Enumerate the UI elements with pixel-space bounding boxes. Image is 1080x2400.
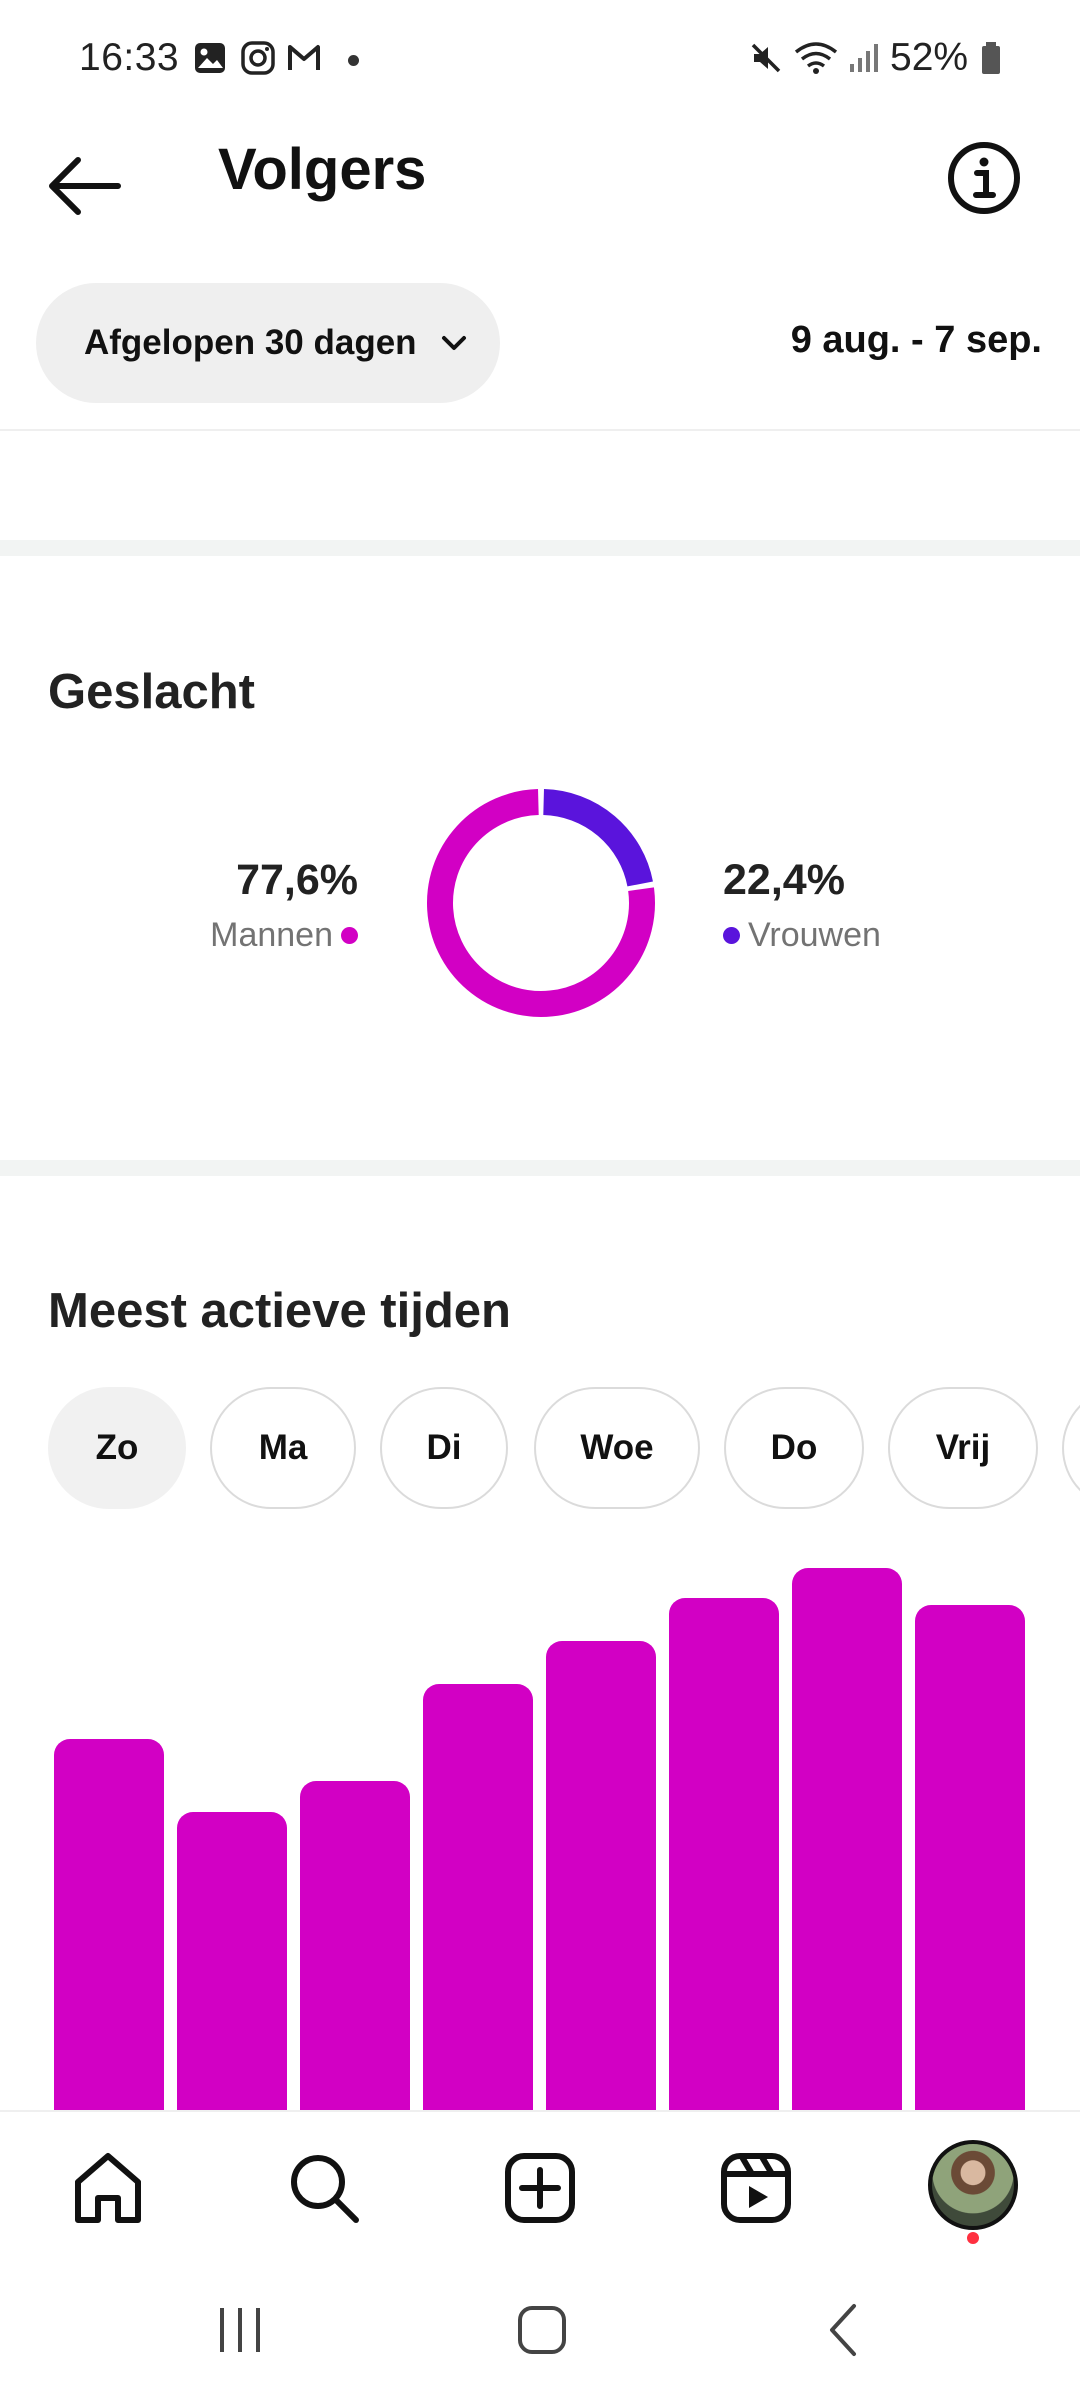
system-nav-bar: [0, 2260, 1080, 2400]
back-system-icon[interactable]: [814, 2300, 874, 2360]
men-label: Mannen: [210, 916, 333, 954]
women-legend: Vrouwen: [723, 916, 881, 955]
profile-notification-dot: [967, 2232, 979, 2244]
profile-avatar[interactable]: [928, 2140, 1018, 2230]
divider: [0, 429, 1080, 431]
day-chip-next[interactable]: [1062, 1387, 1080, 1509]
donut-slice-women: [542, 789, 653, 887]
day-chip-vrij[interactable]: Vrij: [888, 1387, 1038, 1509]
section-divider: [0, 1160, 1080, 1176]
day-chip-label: Ma: [258, 1428, 308, 1467]
date-range-text: 9 aug. - 7 sep.: [790, 319, 1042, 361]
chart-bar: [792, 1568, 902, 2110]
gender-section-title: Geslacht: [48, 665, 255, 719]
women-label: Vrouwen: [748, 916, 881, 954]
header: Volgers: [0, 120, 1080, 270]
back-button[interactable]: [40, 142, 128, 230]
gender-donut-chart: [427, 789, 655, 1017]
home-icon[interactable]: [68, 2148, 148, 2228]
women-color-dot: [723, 927, 740, 944]
section-divider: [0, 540, 1080, 556]
day-chip-label: Vrij: [935, 1428, 991, 1467]
day-chip-label: Zo: [95, 1428, 139, 1467]
wifi-icon: [794, 42, 838, 74]
recent-apps-icon[interactable]: [210, 2300, 270, 2360]
gallery-icon: [195, 43, 225, 73]
day-chip-ma[interactable]: Ma: [210, 1387, 356, 1509]
chart-bar: [546, 1641, 656, 2110]
day-chip-zo[interactable]: Zo: [48, 1387, 186, 1509]
day-chip-label: Di: [426, 1428, 462, 1467]
active-times-bar-chart: [0, 1540, 1080, 2110]
date-range-dropdown-label: Afgelopen 30 dagen: [84, 323, 417, 362]
donut-slice-men: [427, 789, 655, 1017]
chart-bar: [915, 1605, 1025, 2110]
chart-bar: [669, 1598, 779, 2110]
battery-icon: [982, 42, 1000, 74]
date-range-dropdown[interactable]: Afgelopen 30 dagen: [36, 283, 500, 403]
signal-icon: [850, 44, 878, 72]
reels-icon[interactable]: [716, 2148, 796, 2228]
mute-icon: [751, 43, 781, 73]
chart-bar: [177, 1812, 287, 2110]
women-percent: 22,4%: [723, 856, 845, 904]
day-chip-di[interactable]: Di: [380, 1387, 508, 1509]
day-chip-label: Do: [770, 1428, 818, 1467]
men-color-dot: [341, 927, 358, 944]
chart-bar: [54, 1739, 164, 2110]
day-chips: Zo Ma Di Woe Do Vrij: [48, 1387, 1080, 1509]
search-icon[interactable]: [284, 2148, 364, 2228]
home-system-icon[interactable]: [512, 2300, 572, 2360]
create-icon[interactable]: [500, 2148, 580, 2228]
gmail-icon: [288, 45, 320, 70]
chart-bar: [300, 1781, 410, 2110]
chevron-down-icon: [441, 336, 466, 350]
men-legend: Mannen: [210, 916, 358, 955]
instagram-icon: [241, 41, 275, 75]
chart-bar: [423, 1684, 533, 2110]
page-title: Volgers: [218, 137, 427, 202]
men-percent: 77,6%: [236, 856, 358, 904]
notification-dot: [348, 55, 359, 66]
day-chip-do[interactable]: Do: [724, 1387, 864, 1509]
info-icon[interactable]: [944, 138, 1024, 218]
status-bar: 16:33 52%: [0, 0, 1080, 120]
active-times-title: Meest actieve tijden: [48, 1284, 511, 1338]
battery-percent: 52%: [890, 36, 969, 79]
status-time: 16:33: [79, 36, 180, 79]
day-chip-woe[interactable]: Woe: [534, 1387, 700, 1509]
bottom-nav: [0, 2110, 1080, 2260]
day-chip-label: Woe: [580, 1428, 654, 1467]
